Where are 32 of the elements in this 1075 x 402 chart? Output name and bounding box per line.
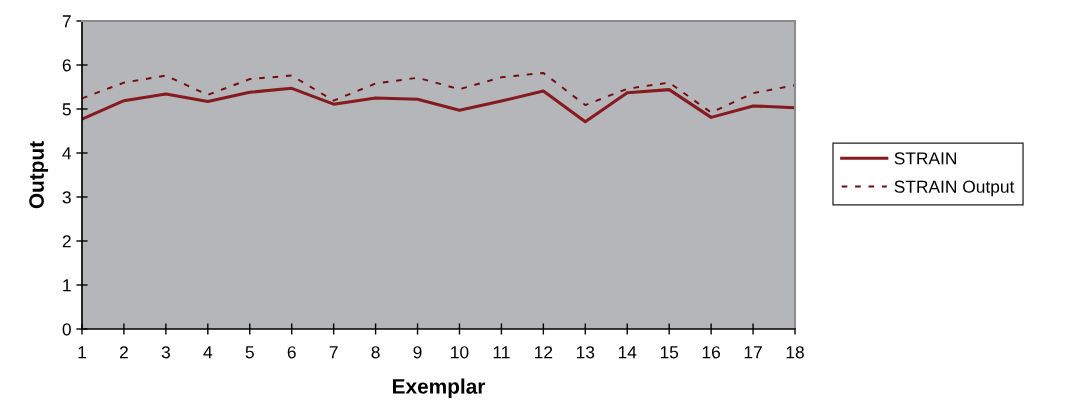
x-tick-label: 5 [245, 346, 254, 359]
x-tick-label: 18 [786, 346, 804, 359]
x-tick-label: 16 [702, 346, 721, 359]
x-tick-label: 12 [535, 346, 553, 359]
x-tick-label: 1 [78, 346, 86, 359]
y-axis-title: Output [29, 141, 49, 209]
x-tick-label: 17 [744, 346, 762, 359]
x-tick-label: 13 [576, 346, 595, 359]
x-tick-label: 7 [329, 346, 338, 359]
legend-label: STRAIN [894, 152, 957, 165]
x-tick-label: 8 [371, 346, 380, 359]
x-tick-label: 15 [660, 346, 679, 359]
x-tick-label: 2 [119, 346, 128, 359]
y-tick-label: 3 [62, 191, 71, 204]
y-tick-label: 0 [62, 323, 71, 336]
x-tick-label: 6 [287, 346, 296, 359]
x-tick-label: 10 [451, 346, 469, 359]
y-tick-label: 5 [62, 103, 71, 116]
x-tick-label: 4 [203, 346, 213, 359]
y-tick-label: 7 [62, 15, 71, 28]
y-tick-label: 2 [62, 235, 71, 248]
x-tick-label: 3 [161, 346, 170, 359]
legend-label: STRAIN Output [894, 180, 1015, 197]
y-tick-label: 6 [62, 59, 71, 72]
x-tick-label: 9 [413, 346, 422, 359]
line-series [82, 86, 795, 124]
x-tick-label: 14 [618, 346, 637, 359]
y-tick-label: 4 [62, 147, 72, 160]
x-tick-label: 11 [493, 346, 510, 359]
y-tick-label: 1 [63, 279, 71, 292]
x-axis-title: Exemplar [392, 378, 486, 398]
line-series [82, 71, 795, 114]
